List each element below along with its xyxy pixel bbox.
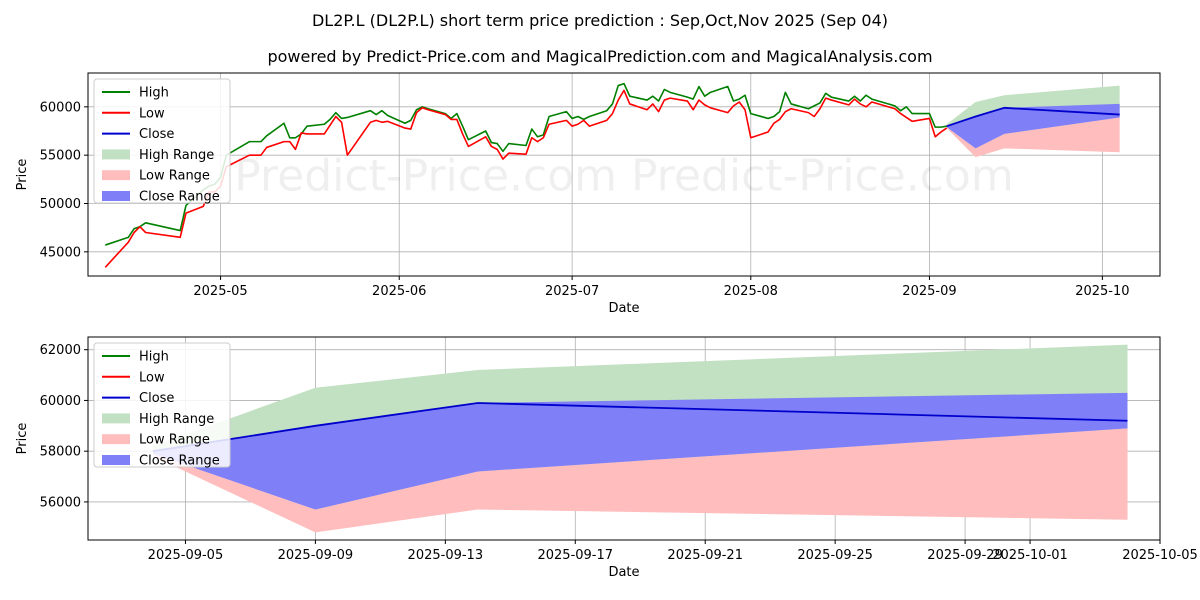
panel-bottom: Predict-Price.com Predict-Price.com2025-… <box>15 336 1198 580</box>
y-axis-label: Price <box>15 159 30 191</box>
x-tick-label: 2025-09-05 <box>148 548 224 563</box>
x-tick-label: 2025-09-17 <box>537 548 613 563</box>
legend-label: Low <box>139 106 165 121</box>
chart-title: DL2P.L (DL2P.L) short term price predict… <box>312 11 888 30</box>
legend-swatch-patch <box>102 170 130 181</box>
x-tick-label: 2025-09 <box>902 284 956 299</box>
high-series-line <box>105 82 947 246</box>
x-tick-label: 2025-10-01 <box>992 548 1068 563</box>
x-axis-label: Date <box>608 565 639 580</box>
y-tick-label: 58000 <box>40 445 81 460</box>
close-series-line <box>946 106 1120 128</box>
legend-label: Low Range <box>139 433 210 448</box>
x-tick-label: 2025-10-05 <box>1122 548 1198 563</box>
x-tick-label: 2025-09-13 <box>408 548 484 563</box>
watermark-text: Predict-Price.com Predict-Price.com <box>234 151 1013 202</box>
legend-swatch-patch <box>102 413 130 424</box>
close-range-band <box>946 103 1120 149</box>
x-axis-label: Date <box>608 301 639 316</box>
y-tick-label: 60000 <box>40 394 81 409</box>
legend-label: Low <box>139 370 165 385</box>
legend-label: Close Range <box>139 454 220 469</box>
y-tick-label: 50000 <box>40 197 81 212</box>
legend-label: High <box>139 350 169 365</box>
axes-frame <box>87 72 1161 277</box>
x-tick-label: 2025-09-25 <box>797 548 873 563</box>
panel-top: Predict-Price.com Predict-Price.com 2025-… <box>15 72 1161 316</box>
x-tick-label: 2025-09-09 <box>278 548 354 563</box>
legend-swatch-patch <box>102 455 130 465</box>
y-axis-label: Price <box>15 423 30 455</box>
x-tick-label: 2025-09-21 <box>667 548 743 563</box>
x-tick-label: 2025-07 <box>545 284 599 299</box>
x-tick-label: 2025-08 <box>724 284 778 299</box>
legend-swatch-patch <box>102 434 130 445</box>
y-tick-label: 60000 <box>40 100 81 115</box>
low-range-band <box>152 428 1128 533</box>
legend-label: Close <box>139 127 174 142</box>
x-tick-label: 2025-09-29 <box>927 548 1003 563</box>
legend-label: Close <box>139 391 174 406</box>
legend-label: Close Range <box>139 190 220 205</box>
legend-label: Low Range <box>139 169 210 184</box>
legend-swatch-patch <box>102 149 130 160</box>
low-series-line <box>104 89 948 268</box>
low-range-band <box>946 117 1120 158</box>
legend-label: High <box>139 86 169 101</box>
x-tick-label: 2025-06 <box>372 284 426 299</box>
x-tick-label: 2025-10 <box>1075 284 1129 299</box>
y-tick-label: 56000 <box>40 495 81 510</box>
close-series-line <box>152 402 1128 453</box>
legend-label: High Range <box>139 148 214 163</box>
chart-subtitle: powered by Predict-Price.com and Magical… <box>267 47 932 66</box>
axes-frame <box>87 336 1161 541</box>
y-tick-label: 55000 <box>40 149 81 164</box>
close-range-band <box>152 392 1128 510</box>
legend-label: High Range <box>139 412 214 427</box>
x-tick-label: 2025-05 <box>193 284 247 299</box>
y-tick-label: 62000 <box>40 343 81 358</box>
legend-swatch-patch <box>102 191 130 201</box>
y-tick-label: 45000 <box>40 245 81 260</box>
